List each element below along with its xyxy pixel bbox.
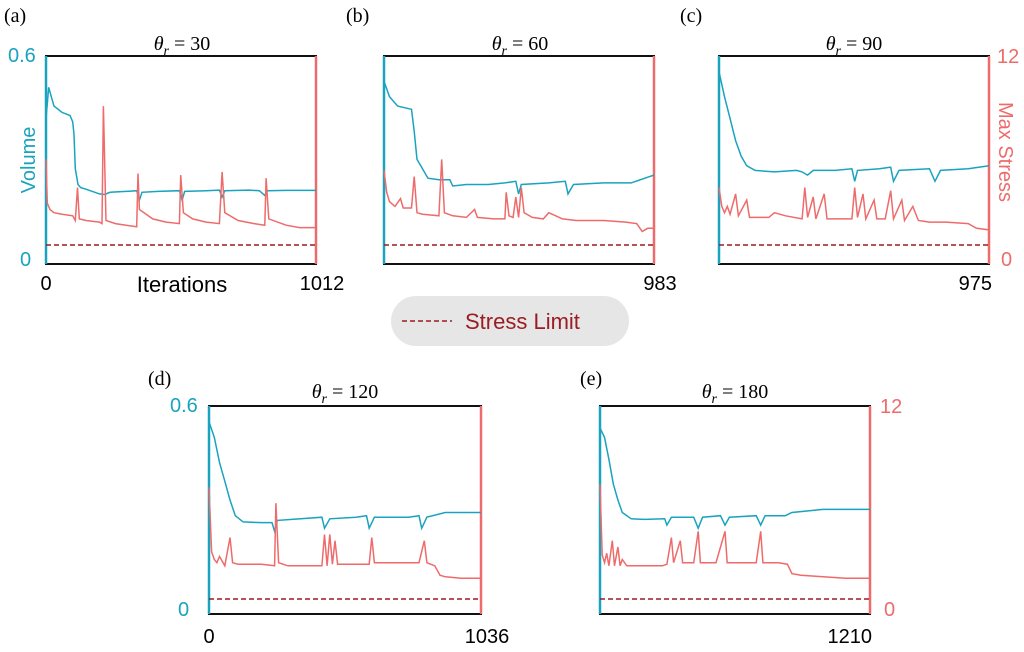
panel-a-plot-frame xyxy=(45,55,317,265)
panel-a-volume-line xyxy=(45,87,316,203)
panel-d: (d) θr = 120 0.6 0 0 1036 xyxy=(148,368,509,648)
panel-a-y-tick-top: 0.6 xyxy=(8,45,36,67)
panel-e-stress-line xyxy=(599,484,870,580)
panel-a-y-tick-bottom: 0 xyxy=(20,249,31,271)
panel-c-volume-line xyxy=(718,71,990,184)
panel-e-y2-tick-bottom: 0 xyxy=(884,599,895,621)
panel-a-x-tick-end: 1012 xyxy=(300,273,345,295)
panel-c-title: θr = 90 xyxy=(826,33,883,59)
panel-b-stress-line xyxy=(383,159,654,233)
panel-c-y2-tick-top: 12 xyxy=(997,46,1019,68)
panel-a: (a) θr = 30 0.6 0 Volume 0 Iterations 10… xyxy=(4,5,344,297)
panel-b-x-tick-end: 983 xyxy=(643,273,676,295)
y2-axis-label-max-stress: Max Stress xyxy=(994,102,1016,202)
panel-a-stress-line xyxy=(45,106,316,229)
panel-c-x-tick-end: 975 xyxy=(959,273,992,295)
panel-c-stress-line xyxy=(718,187,990,231)
panel-b-plot-frame xyxy=(383,55,655,265)
panel-d-x-tick-end: 1036 xyxy=(465,626,510,648)
panel-d-y-tick-bottom: 0 xyxy=(178,599,189,621)
panel-d-title: θr = 120 xyxy=(312,381,379,407)
panel-a-x-tick-start: 0 xyxy=(40,273,51,295)
legend: Stress Limit xyxy=(391,296,629,346)
legend-stress-limit-label: Stress Limit xyxy=(465,309,580,334)
panel-e-label: (e) xyxy=(580,368,602,390)
panel-e-y2-tick-top: 12 xyxy=(880,396,902,418)
panel-b-volume-line xyxy=(383,80,655,196)
panel-b-title: θr = 60 xyxy=(492,33,549,59)
panel-d-label: (d) xyxy=(148,368,171,390)
panel-d-stress-line xyxy=(208,487,481,580)
legend-background xyxy=(391,296,629,346)
panel-c-label: (c) xyxy=(680,5,702,27)
panel-c: (c) θr = 90 12 0 Max Stress 975 xyxy=(680,5,1019,295)
panel-e-x-tick-end: 1210 xyxy=(828,626,873,648)
panel-b-label: (b) xyxy=(346,5,369,27)
panel-d-volume-line xyxy=(208,421,481,535)
panel-c-y2-tick-bottom: 0 xyxy=(1001,249,1012,271)
panel-a-label: (a) xyxy=(4,5,26,27)
panel-e-title: θr = 180 xyxy=(702,381,769,407)
panel-e: (e) θr = 180 12 0 1210 xyxy=(580,368,902,648)
panel-b: (b) θr = 60 983 xyxy=(346,5,677,295)
panel-a-title: θr = 30 xyxy=(154,33,211,59)
panel-d-x-tick-start: 0 xyxy=(203,626,214,648)
y-axis-label-volume: Volume xyxy=(18,127,40,194)
panel-d-y-tick-top: 0.6 xyxy=(170,395,198,417)
panel-e-volume-line xyxy=(599,427,870,531)
panel-c-plot-frame xyxy=(718,55,990,265)
panel-d-plot-frame xyxy=(208,405,482,615)
x-axis-label: Iterations xyxy=(137,272,228,297)
